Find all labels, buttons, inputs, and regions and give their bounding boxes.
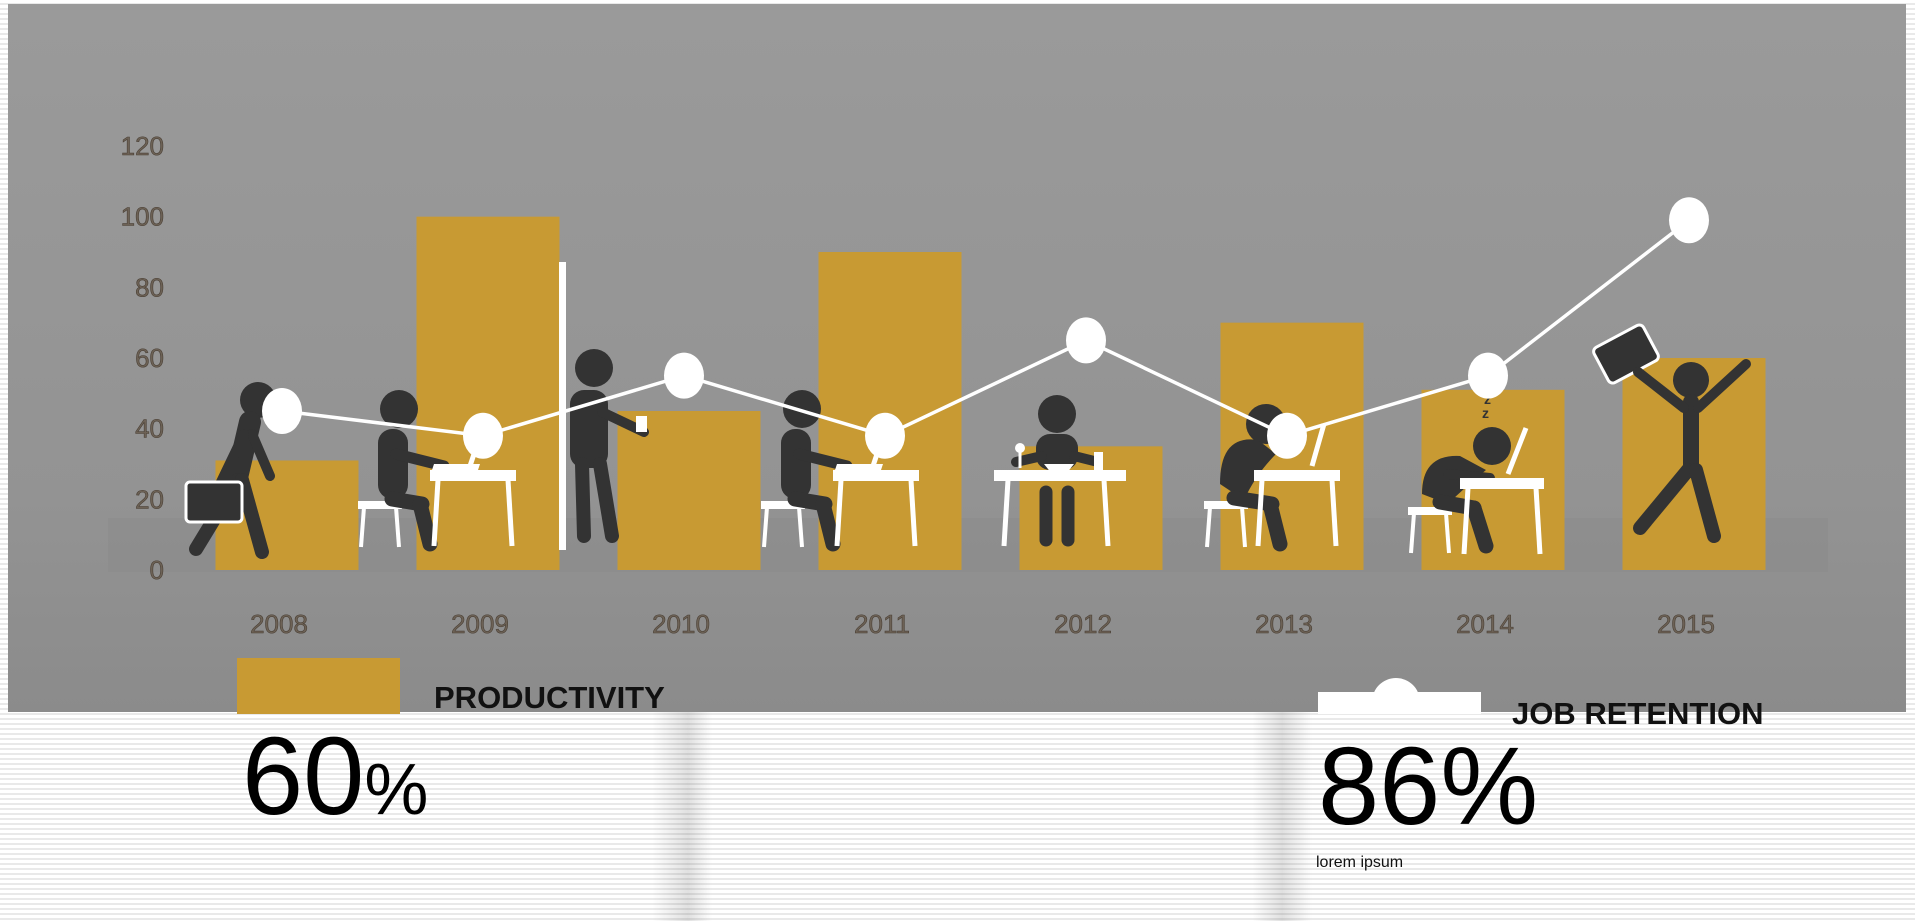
y-tick-label: 60	[135, 343, 164, 373]
y-axis-ticks: 0 20 40 60 80 100 120	[120, 131, 164, 586]
y-tick-label: 20	[135, 484, 164, 514]
x-tick-label: 2009	[451, 609, 509, 639]
retention-point	[1066, 317, 1106, 364]
retention-legend-label: JOB RETENTION	[1512, 696, 1764, 731]
retention-point	[262, 388, 302, 434]
desk-laptop-figure-icon	[761, 390, 919, 552]
retention-point	[664, 352, 704, 399]
productivity-bars	[215, 216, 1766, 570]
eating-figure-icon	[994, 395, 1126, 547]
x-axis-ticks: 2008 2009 2010 2011 2012 2013 2014 2015	[250, 609, 1715, 640]
retention-caption: lorem ipsum	[1316, 854, 1404, 871]
retention-line-path	[281, 218, 1691, 438]
svg-text:z: z	[1482, 405, 1489, 421]
retention-stat-value: 86%	[1318, 725, 1539, 848]
jumping-celebration-figure-icon	[1592, 323, 1751, 543]
y-tick-label: 120	[121, 131, 164, 161]
people-figures: zzz	[184, 262, 1751, 559]
x-tick-label: 2010	[652, 609, 710, 639]
x-tick-label: 2014	[1456, 609, 1514, 639]
productivity-bar	[617, 411, 761, 570]
chart-panel: 0 20 40 60 80 100 120 zzz 2008 2009 2010 2011 2012…	[8, 4, 1906, 712]
retention-line	[262, 197, 1709, 459]
retention-point	[1468, 352, 1508, 399]
productivity-legend-swatch	[237, 658, 400, 714]
floor-shadow	[108, 518, 1828, 572]
y-tick-label: 0	[150, 555, 164, 585]
floor-band	[108, 518, 1828, 572]
productivity-bar	[416, 216, 560, 570]
y-tick-label: 80	[135, 272, 164, 302]
retention-legend-swatch	[1318, 678, 1481, 714]
x-tick-label: 2008	[250, 609, 308, 639]
paper-fold-shadow	[652, 712, 712, 921]
productivity-legend-label: PRODUCTIVITY	[434, 680, 665, 715]
x-tick-label: 2011	[854, 609, 910, 639]
y-tick-label: 40	[135, 414, 164, 444]
paper-fold-shadow	[1252, 712, 1312, 921]
retention-point	[1669, 197, 1709, 244]
hunched-desk-figure-icon	[1204, 404, 1340, 552]
combo-chart: 0 20 40 60 80 100 120 zzz 2008 2009 2010 2011 2012…	[108, 131, 1828, 640]
retention-point	[463, 412, 503, 459]
productivity-stat: 60%	[242, 722, 428, 832]
retention-point	[865, 412, 905, 459]
sleeping-desk-figure-icon: zzz	[1408, 377, 1544, 555]
productivity-stat-unit: %	[364, 750, 429, 830]
x-tick-label: 2013	[1255, 609, 1313, 639]
standing-coffee-figure-icon	[559, 262, 649, 550]
y-tick-label: 100	[121, 202, 164, 232]
retention-point	[1267, 412, 1307, 459]
x-tick-label: 2012	[1054, 609, 1112, 639]
x-tick-label: 2015	[1657, 609, 1715, 639]
productivity-stat-value: 60	[242, 715, 365, 838]
svg-text:z: z	[1484, 391, 1491, 407]
walking-briefcase-figure-icon	[184, 382, 276, 559]
